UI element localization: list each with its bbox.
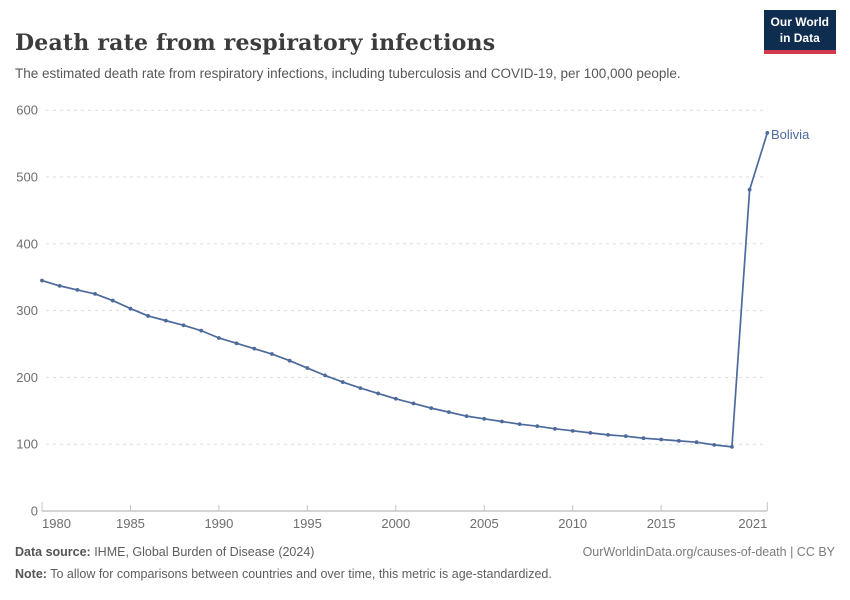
data-point <box>623 434 628 439</box>
data-point <box>340 380 345 384</box>
data-point <box>305 366 310 370</box>
data-point <box>252 346 257 351</box>
data-point <box>75 287 80 292</box>
data-point <box>570 428 575 433</box>
series-label-bolivia[interactable]: Bolivia <box>771 127 810 142</box>
x-axis-tick-label: 2021 <box>738 516 767 531</box>
y-axis-tick-label: 0 <box>31 504 38 519</box>
note-text: To allow for comparisons between countri… <box>46 567 552 581</box>
x-axis-tick-label: 1980 <box>42 516 71 531</box>
data-point <box>110 298 115 303</box>
data-point <box>641 436 646 441</box>
data-point <box>553 426 557 431</box>
x-axis-tick-label: 2015 <box>647 516 676 531</box>
x-axis-tick-label: 1990 <box>204 516 233 531</box>
note-line: Note: To allow for comparisons between c… <box>15 567 835 581</box>
data-point <box>393 396 398 401</box>
y-axis-tick-label: 200 <box>16 370 38 385</box>
data-point <box>712 442 717 447</box>
chart-footer: Data source: IHME, Global Burden of Dise… <box>15 545 835 581</box>
data-point <box>517 422 522 427</box>
data-point <box>376 391 381 396</box>
data-point <box>429 406 434 411</box>
y-axis-tick-label: 600 <box>16 103 38 118</box>
data-point <box>446 410 451 415</box>
data-point <box>588 430 593 435</box>
data-point <box>730 444 734 449</box>
x-axis-tick-label: 1995 <box>293 516 322 531</box>
data-source-line: Data source: IHME, Global Burden of Dise… <box>15 545 314 559</box>
data-point <box>535 424 540 429</box>
attribution-link[interactable]: OurWorldinData.org/causes-of-death | CC … <box>582 545 835 559</box>
owid-logo-line1: Our World <box>770 15 829 29</box>
owid-logo-line2: in Data <box>779 30 820 45</box>
y-axis-tick-label: 100 <box>16 437 38 452</box>
data-point <box>606 432 610 437</box>
data-point <box>747 187 752 192</box>
note-label: Note: <box>15 567 47 581</box>
data-point <box>234 341 239 346</box>
data-point <box>57 283 62 288</box>
page-title: Death rate from respiratory infections <box>15 29 496 56</box>
data-point <box>40 278 44 283</box>
x-axis-tick-label: 2010 <box>558 516 587 531</box>
data-point <box>411 401 416 406</box>
data-point <box>323 373 327 378</box>
y-axis-tick-label: 300 <box>16 303 38 318</box>
chart-subtitle: The estimated death rate from respirator… <box>15 65 681 81</box>
data-point <box>482 416 487 421</box>
data-point <box>287 358 292 363</box>
data-point <box>694 440 699 445</box>
data-point <box>270 352 274 356</box>
data-point <box>500 419 504 424</box>
data-point <box>676 438 681 443</box>
data-point <box>181 323 186 328</box>
data-point <box>659 437 664 442</box>
data-point <box>146 314 151 318</box>
data-point <box>464 414 469 419</box>
data-point <box>163 318 168 323</box>
data-source-label: Data source: <box>15 545 91 559</box>
data-point <box>358 386 363 390</box>
data-point <box>128 306 133 311</box>
data-point <box>217 336 221 340</box>
x-axis-tick-label: 2005 <box>470 516 499 531</box>
x-axis-tick-label: 2000 <box>381 516 410 531</box>
x-axis-tick-label: 1985 <box>116 516 145 531</box>
data-point <box>199 328 204 333</box>
data-line-bolivia[interactable] <box>41 132 769 448</box>
data-source-text: IHME, Global Burden of Disease (2024) <box>90 545 315 559</box>
y-axis-tick-label: 400 <box>16 236 38 251</box>
data-point <box>93 292 97 296</box>
data-point <box>765 131 770 135</box>
owid-logo-icon[interactable]: Our World in Data <box>763 10 836 55</box>
y-axis-tick-label: 500 <box>16 170 38 185</box>
